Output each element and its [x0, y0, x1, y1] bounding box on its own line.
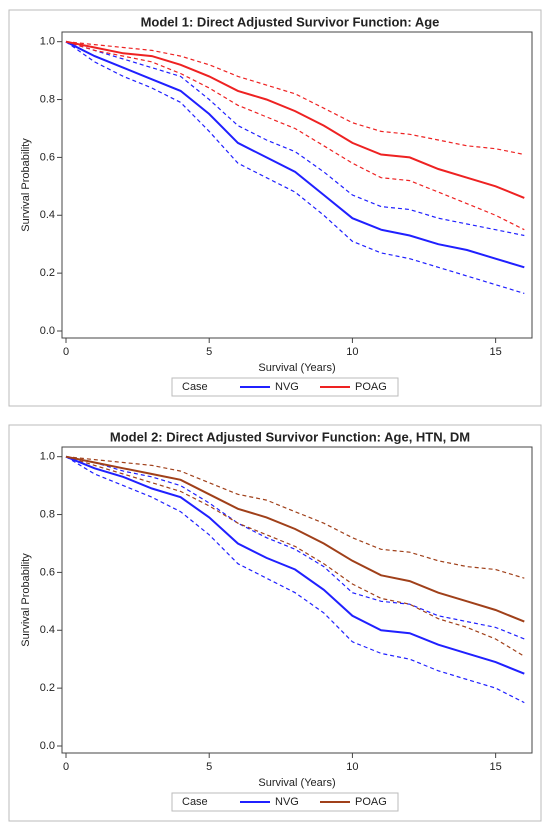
survival-line [65, 40, 525, 269]
legend-box [171, 377, 399, 397]
legend-box [171, 792, 399, 812]
x-tick-label: 5 [206, 761, 212, 773]
y-tick-label: 0.0 [40, 740, 55, 752]
y-axis-label: Survival Probability [20, 553, 32, 647]
legend-label: POAG [355, 381, 387, 393]
ci-line [65, 456, 525, 640]
ci-line [65, 41, 525, 231]
x-tick-label: 10 [346, 346, 358, 358]
chart-title: Model 1: Direct Adjusted Survivor Functi… [141, 14, 440, 29]
y-tick-label: 0.2 [40, 682, 55, 694]
ci-line [65, 41, 525, 294]
x-tick-label: 15 [490, 761, 502, 773]
y-tick-label: 1.0 [40, 36, 55, 48]
x-tick-label: 5 [206, 346, 212, 358]
y-tick-label: 0.2 [40, 267, 55, 279]
survival-line [65, 40, 525, 199]
legend-title: Case [182, 381, 208, 393]
y-tick-label: 0.0 [40, 325, 55, 337]
legend-label: NVG [275, 796, 299, 808]
x-tick-label: 0 [63, 761, 69, 773]
y-tick-label: 0.8 [40, 93, 55, 105]
y-tick-label: 0.8 [40, 508, 55, 520]
y-tick-label: 0.4 [40, 209, 55, 221]
x-tick-label: 15 [490, 346, 502, 358]
y-tick-label: 0.4 [40, 624, 55, 636]
ci-line [65, 41, 525, 237]
survival-line [65, 455, 525, 623]
panel [8, 424, 542, 822]
ci-line [65, 456, 525, 579]
x-tick-label: 0 [63, 346, 69, 358]
survival-line [65, 455, 525, 675]
panel [8, 9, 542, 407]
y-tick-label: 0.6 [40, 151, 55, 163]
y-tick-label: 0.6 [40, 566, 55, 578]
y-axis-label: Survival Probability [20, 138, 32, 232]
x-tick-label: 10 [346, 761, 358, 773]
x-axis-label: Survival (Years) [258, 777, 335, 789]
y-tick-label: 1.0 [40, 451, 55, 463]
legend-label: POAG [355, 796, 387, 808]
x-axis-label: Survival (Years) [258, 362, 335, 374]
ci-line [65, 456, 525, 657]
legend-label: NVG [275, 381, 299, 393]
chart-title: Model 2: Direct Adjusted Survivor Functi… [110, 429, 470, 444]
ci-line [65, 456, 525, 704]
plot-frame [61, 31, 533, 339]
legend-title: Case [182, 796, 208, 808]
plot-frame [61, 446, 533, 754]
